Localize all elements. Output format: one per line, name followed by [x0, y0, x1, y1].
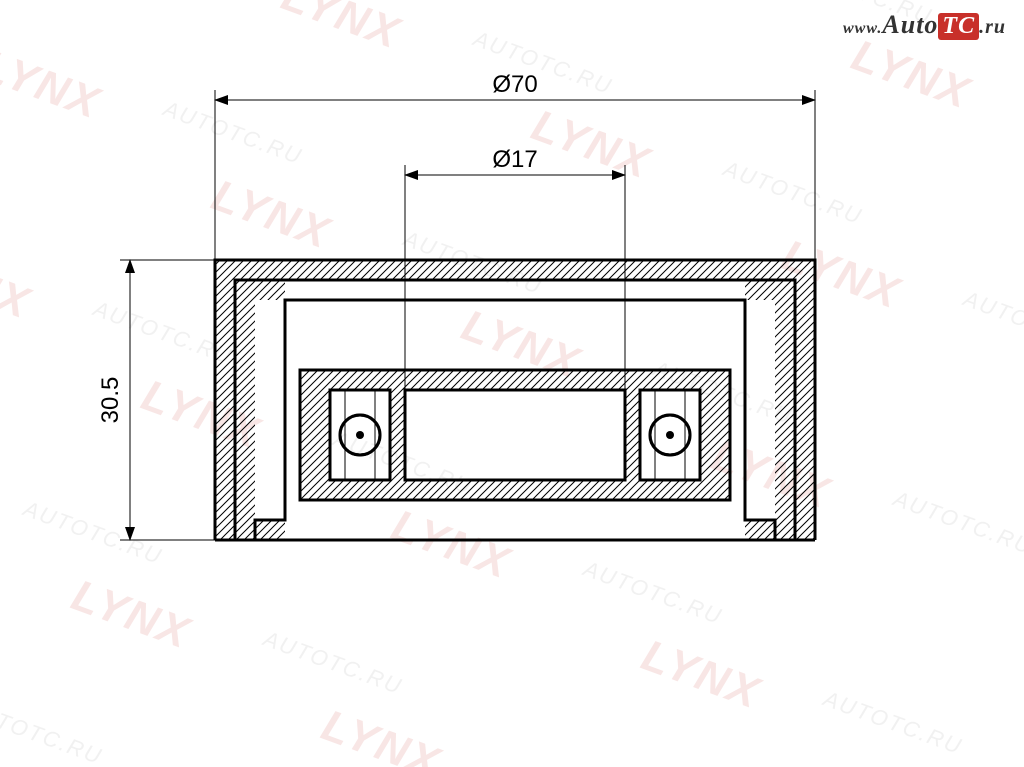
dimension-height: 30.5 [97, 260, 215, 540]
bearing [300, 370, 730, 500]
technical-drawing: Ø70 Ø17 30.5 [0, 0, 1024, 767]
dim-label-height: 30.5 [97, 377, 124, 424]
dim-label-d70: Ø70 [492, 71, 537, 98]
dim-label-d17: Ø17 [492, 146, 537, 173]
